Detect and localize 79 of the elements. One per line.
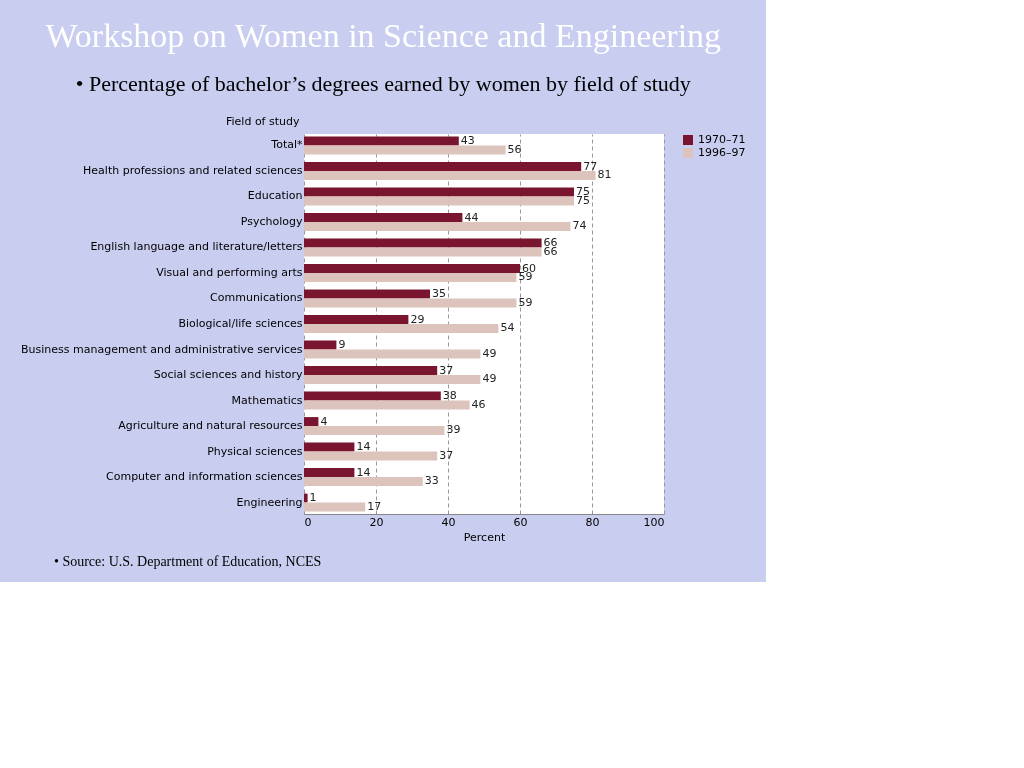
y-tick-label: Education (247, 189, 303, 203)
bar (304, 391, 441, 401)
y-tick-label: Social sciences and history (153, 368, 303, 382)
bar (304, 187, 574, 197)
data-label: 59 (518, 270, 533, 284)
bar (304, 136, 459, 146)
data-label: 37 (439, 448, 454, 462)
y-tick-label: Psychology (240, 214, 303, 228)
bar (304, 477, 423, 486)
data-label: 14 (356, 465, 371, 479)
y-tick-label: Physical sciences (207, 444, 303, 458)
bar (304, 145, 506, 155)
legend-label: 1996–97 (698, 146, 746, 159)
y-tick-label: Biological/life sciences (178, 317, 303, 330)
data-label: 29 (410, 312, 425, 326)
x-axis-title: Percent (463, 530, 506, 544)
bar (304, 493, 308, 503)
bar (304, 315, 409, 324)
x-tick-label: 80 (585, 515, 600, 529)
y-tick-label: Mathematics (231, 393, 303, 407)
data-label: 77 (583, 159, 598, 173)
x-tick-label: 60 (513, 515, 528, 529)
data-label: 9 (338, 338, 346, 352)
data-label: 4 (320, 414, 328, 428)
legend-label: 1970–71 (698, 133, 746, 146)
x-tick-label: 20 (369, 515, 384, 529)
bar (304, 340, 337, 350)
data-label: 43 (460, 134, 475, 148)
chart-subtitle: • Percentage of bachelor’s degrees earned by women by field of study (75, 71, 691, 96)
bar (304, 162, 582, 171)
bar (304, 298, 517, 308)
data-label: 1 (309, 491, 317, 505)
data-label: 59 (518, 295, 533, 309)
data-label: 35 (432, 287, 446, 301)
data-label: 37 (439, 363, 454, 377)
bar (304, 247, 542, 257)
x-tick-label: 40 (441, 515, 456, 529)
data-label: 39 (446, 423, 461, 437)
x-tick-label: 0 (304, 515, 312, 529)
bar (304, 170, 596, 180)
bar (304, 400, 470, 410)
data-label: 74 (572, 219, 587, 233)
bar (304, 213, 463, 222)
bar (304, 468, 355, 478)
data-label: 14 (356, 440, 371, 454)
x-tick-label: 100 (643, 515, 665, 529)
y-axis-title: Field of study (226, 114, 300, 128)
bar (304, 324, 499, 333)
data-label: 46 (471, 397, 486, 411)
y-tick-label: English language and literature/letters (90, 240, 303, 254)
bar (304, 426, 445, 435)
data-label: 38 (442, 389, 457, 403)
y-tick-label: Agriculture and natural resources (118, 419, 303, 433)
data-label: 49 (482, 346, 497, 360)
bar (304, 196, 574, 206)
bar (304, 221, 571, 231)
data-label: 54 (500, 321, 515, 335)
data-label: 44 (464, 210, 479, 224)
y-tick-label: Total* (270, 138, 303, 152)
data-label: 56 (507, 142, 522, 156)
y-tick-label: Visual and performing arts (156, 265, 303, 279)
y-tick-label: Business management and administrative services (21, 342, 303, 356)
data-label: 17 (367, 499, 382, 513)
y-tick-label: Communications (210, 291, 303, 305)
data-label: 81 (597, 168, 612, 182)
bar (304, 289, 430, 299)
bar (304, 264, 520, 273)
text: • Source: U.S. Department of Education, NCES (54, 554, 322, 569)
y-tick-label: Health professions and related sciences (83, 163, 303, 177)
bar (304, 366, 438, 376)
bar (304, 272, 517, 282)
bar (304, 238, 542, 248)
bar (304, 417, 319, 427)
y-tick-label: Engineering (236, 495, 303, 509)
y-tick-label: Computer and information sciences (106, 470, 303, 484)
bar (304, 375, 481, 384)
bar (304, 442, 355, 452)
data-label: 49 (482, 372, 497, 386)
data-label: 33 (424, 474, 439, 488)
